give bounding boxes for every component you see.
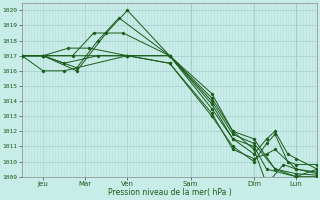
X-axis label: Pression niveau de la mer( hPa ): Pression niveau de la mer( hPa ) [108,188,231,197]
